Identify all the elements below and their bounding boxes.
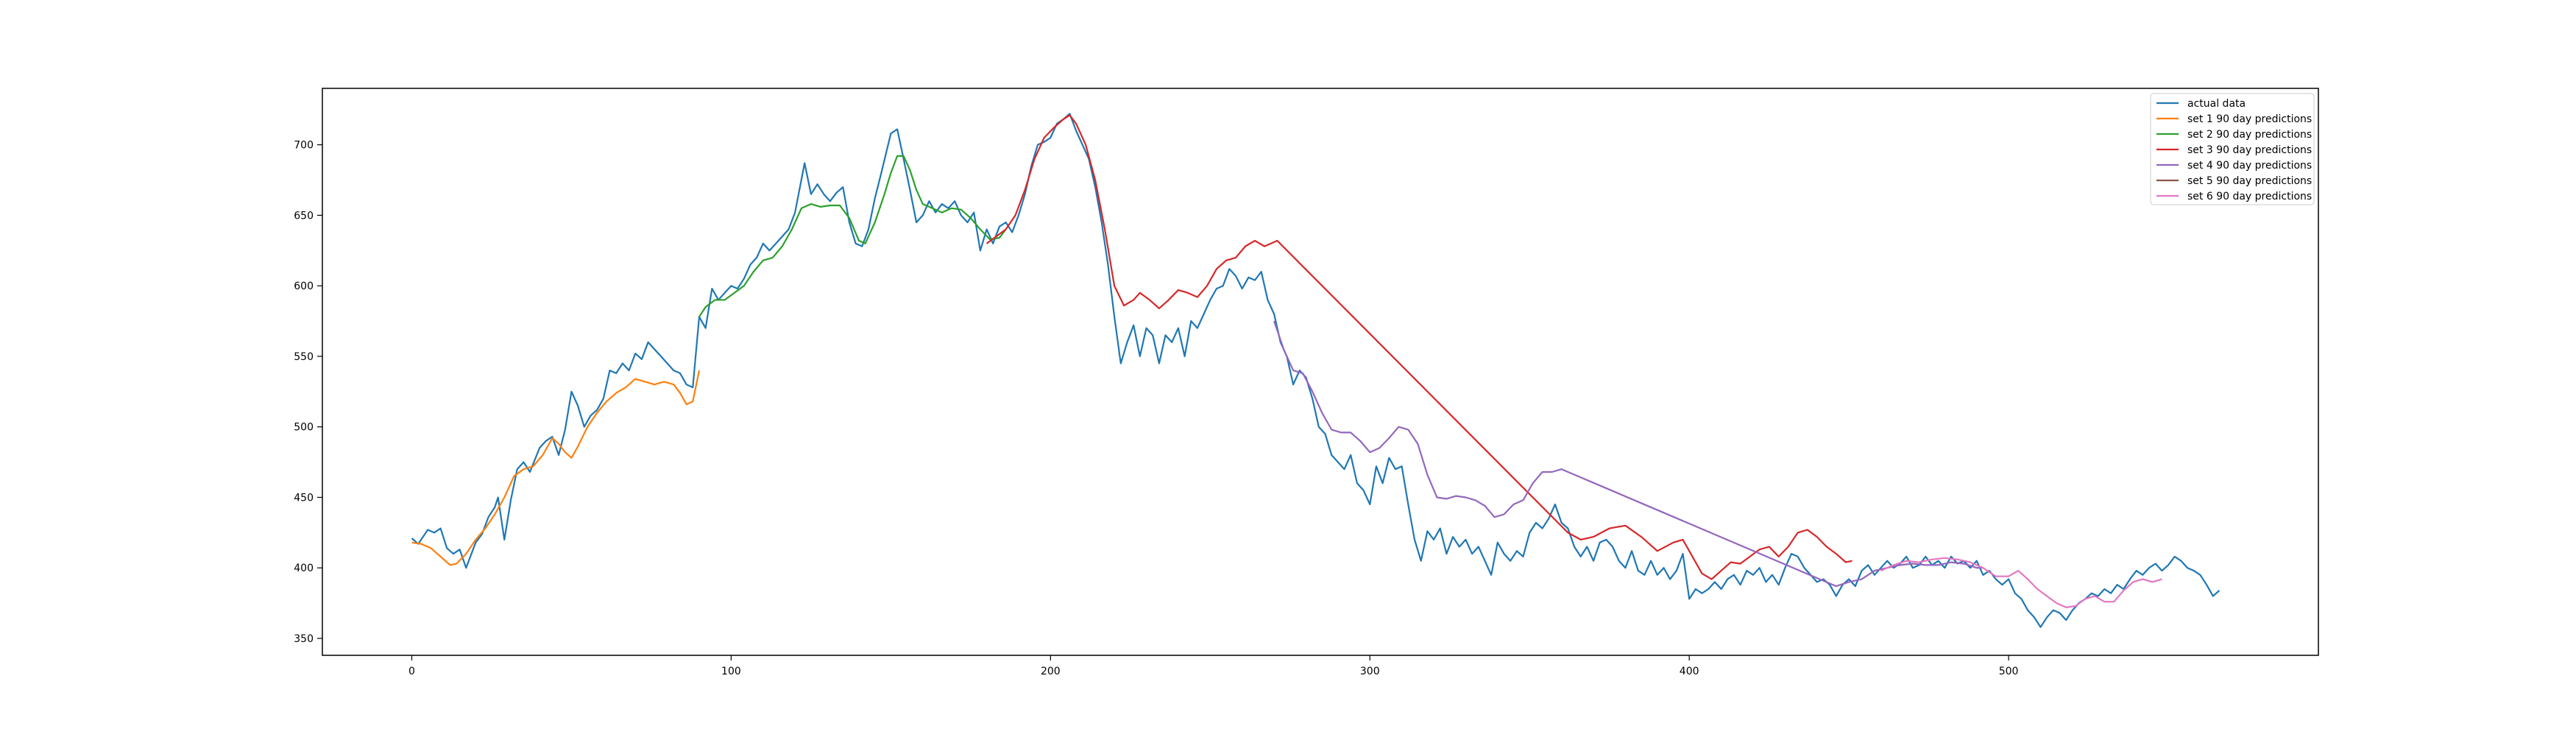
legend-label: actual data (2187, 98, 2246, 110)
legend: actual data set 1 90 day predictions set 2… (2150, 93, 2315, 205)
series-line-3-segment-1 (698, 155, 1007, 317)
series-line-1-segment-1 (411, 113, 2221, 628)
series-line-7-segment-1 (1880, 557, 2162, 609)
legend-label: set 1 90 day predictions (2187, 113, 2312, 125)
y-tick-label: 650 (294, 210, 314, 222)
legend-box (2150, 93, 2315, 205)
plot-frame (322, 88, 2319, 656)
x-axis: 0 100 200 300 400 500 (408, 655, 2018, 677)
x-tick-label: 500 (1999, 666, 2019, 677)
legend-label: set 6 90 day predictions (2187, 191, 2312, 202)
y-axis: 350 400 450 500 550 600 650 700 (294, 140, 322, 645)
y-tick-label: 600 (294, 281, 314, 292)
series-line-2-segment-1 (411, 370, 701, 566)
y-tick-label: 550 (294, 351, 314, 363)
y-tick-label: 450 (294, 492, 314, 504)
y-tick-label: 500 (294, 422, 314, 434)
legend-label: set 3 90 day predictions (2187, 144, 2312, 156)
series-layer (411, 113, 2221, 628)
legend-label: set 5 90 day predictions (2187, 175, 2312, 187)
x-tick-label: 300 (1360, 666, 1380, 677)
x-tick-label: 400 (1680, 666, 1699, 677)
x-tick-label: 0 (408, 666, 415, 677)
y-tick-label: 400 (294, 563, 314, 574)
x-tick-label: 200 (1041, 666, 1061, 677)
legend-label: set 2 90 day predictions (2187, 129, 2312, 141)
series-line-4-segment-1 (986, 114, 1853, 580)
y-tick-label: 700 (294, 140, 314, 152)
legend-label: set 4 90 day predictions (2187, 160, 2312, 172)
y-tick-label: 350 (294, 633, 314, 645)
series-line-5-segment-1 (1273, 320, 1984, 588)
x-tick-label: 100 (721, 666, 741, 677)
